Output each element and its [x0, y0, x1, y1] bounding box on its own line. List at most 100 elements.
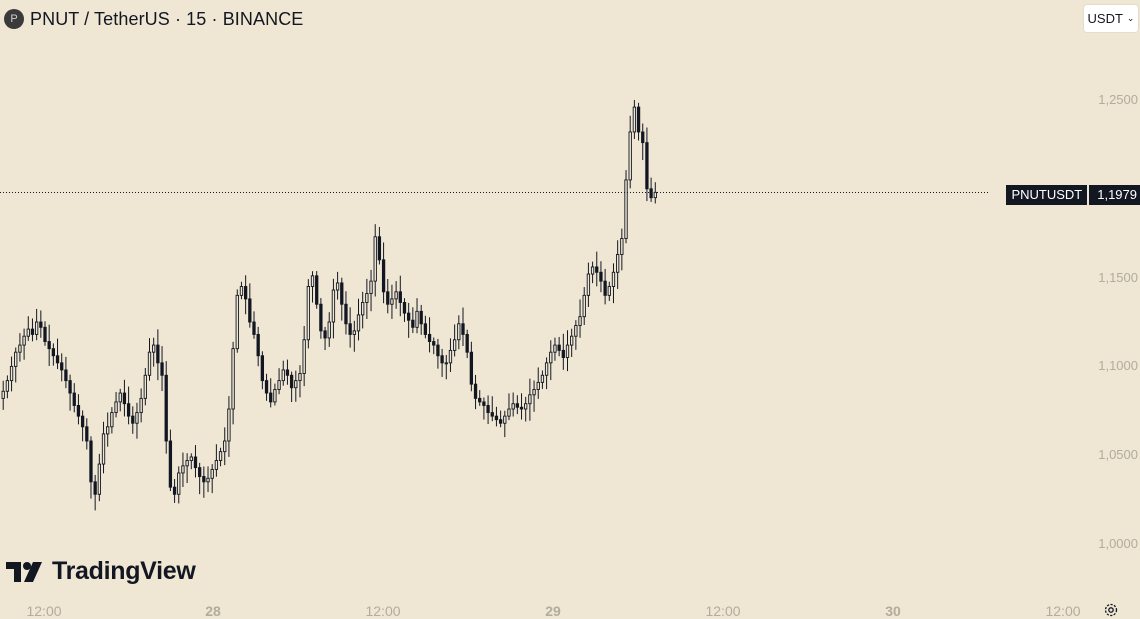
candle-body-up — [457, 323, 461, 341]
candle-body-up — [632, 106, 637, 133]
candle-body-up — [444, 362, 448, 365]
candle-body-up — [14, 351, 18, 367]
candle — [106, 412, 110, 447]
candle — [177, 466, 181, 504]
candle-body-up — [214, 460, 219, 470]
candle — [511, 392, 515, 417]
candle — [649, 177, 653, 202]
candle — [239, 281, 244, 300]
candle-body-up — [365, 293, 369, 303]
candle-body-up — [22, 335, 26, 346]
candle-body-up — [298, 373, 302, 382]
candle-body-down — [202, 476, 206, 483]
symbol-logo-icon[interactable]: P — [4, 9, 24, 29]
candle — [298, 365, 302, 398]
candle — [93, 474, 97, 511]
candle-body-up — [532, 389, 536, 396]
candle — [415, 298, 419, 334]
candle — [432, 337, 436, 355]
candle-body-down — [315, 275, 319, 305]
candle — [440, 348, 444, 377]
price-axis-label: 1,0000 — [1098, 536, 1138, 551]
candle — [369, 269, 373, 312]
candle — [126, 386, 131, 425]
chevron-down-icon: ⌄ — [1126, 13, 1135, 23]
candle-body-up — [210, 468, 214, 479]
candle-body-up — [565, 344, 570, 358]
candle — [85, 418, 89, 450]
last-price-symbol: PNUTUSDT — [1006, 185, 1088, 205]
symbol-title[interactable]: PNUT / TetherUS · 15 · BINANCE — [30, 8, 304, 29]
candle — [76, 394, 81, 425]
candle-body-up — [281, 369, 285, 382]
candle-body-up — [135, 412, 139, 424]
candle — [390, 284, 394, 319]
time-axis-label: 12:00 — [26, 603, 62, 619]
price-axis-label: 1,1500 — [1098, 269, 1138, 285]
candle-body-down — [43, 326, 47, 342]
candle — [549, 340, 553, 381]
candle-body-down — [193, 456, 198, 469]
candle — [641, 123, 645, 161]
candle — [386, 278, 390, 314]
candle — [214, 444, 219, 477]
time-axis-label: 12:00 — [705, 603, 741, 619]
candle-body-down — [377, 236, 382, 261]
candle — [607, 281, 611, 301]
candle — [26, 316, 30, 341]
candle — [407, 302, 411, 338]
candle-body-down — [603, 280, 607, 296]
candle — [227, 396, 231, 457]
candle — [223, 427, 227, 466]
candle-body-up — [628, 131, 632, 181]
candle-body-down — [55, 355, 60, 364]
candle — [264, 373, 269, 401]
candle-body-up — [507, 408, 511, 417]
candle — [423, 315, 428, 339]
candle-body-down — [402, 302, 407, 314]
candle-body-down — [636, 106, 641, 133]
candle — [181, 452, 185, 487]
candle-body-down — [561, 349, 565, 358]
candle — [47, 324, 51, 366]
currency-button[interactable]: USDT ⌄ — [1084, 5, 1138, 32]
candle — [277, 368, 281, 395]
candle-body-up — [369, 280, 373, 295]
candle — [570, 328, 574, 357]
candle — [536, 367, 540, 399]
candle — [135, 402, 139, 439]
candle — [590, 261, 595, 284]
candle — [381, 242, 386, 304]
price-axis-label: 1,1000 — [1098, 358, 1138, 374]
tradingview-watermark[interactable]: TradingView — [6, 557, 196, 586]
candle-body-down — [432, 341, 436, 346]
candle-body-down — [47, 341, 51, 350]
candle — [97, 453, 101, 502]
candle — [356, 298, 361, 341]
candle-body-down — [440, 355, 444, 364]
candle — [30, 318, 35, 342]
candle — [540, 370, 545, 389]
candle — [503, 410, 507, 438]
candle — [653, 182, 657, 204]
candle — [269, 378, 273, 408]
last-price-value: 1,1979 — [1089, 185, 1140, 205]
candle — [599, 261, 603, 293]
candle-body-up — [524, 403, 528, 410]
candle — [344, 291, 348, 335]
candle — [68, 374, 72, 411]
candle-body-down — [469, 351, 474, 385]
candle — [574, 320, 578, 350]
candle-body-up — [578, 316, 582, 327]
candle-body-up — [294, 380, 298, 389]
candle-body-down — [465, 333, 469, 353]
candle-body-down — [427, 333, 432, 342]
candle-body-up — [26, 328, 30, 337]
candle — [164, 361, 168, 454]
candle — [444, 354, 448, 380]
candle — [620, 228, 624, 271]
candle-body-down — [93, 481, 97, 495]
candle — [273, 383, 277, 406]
candle-body-up — [114, 401, 118, 414]
